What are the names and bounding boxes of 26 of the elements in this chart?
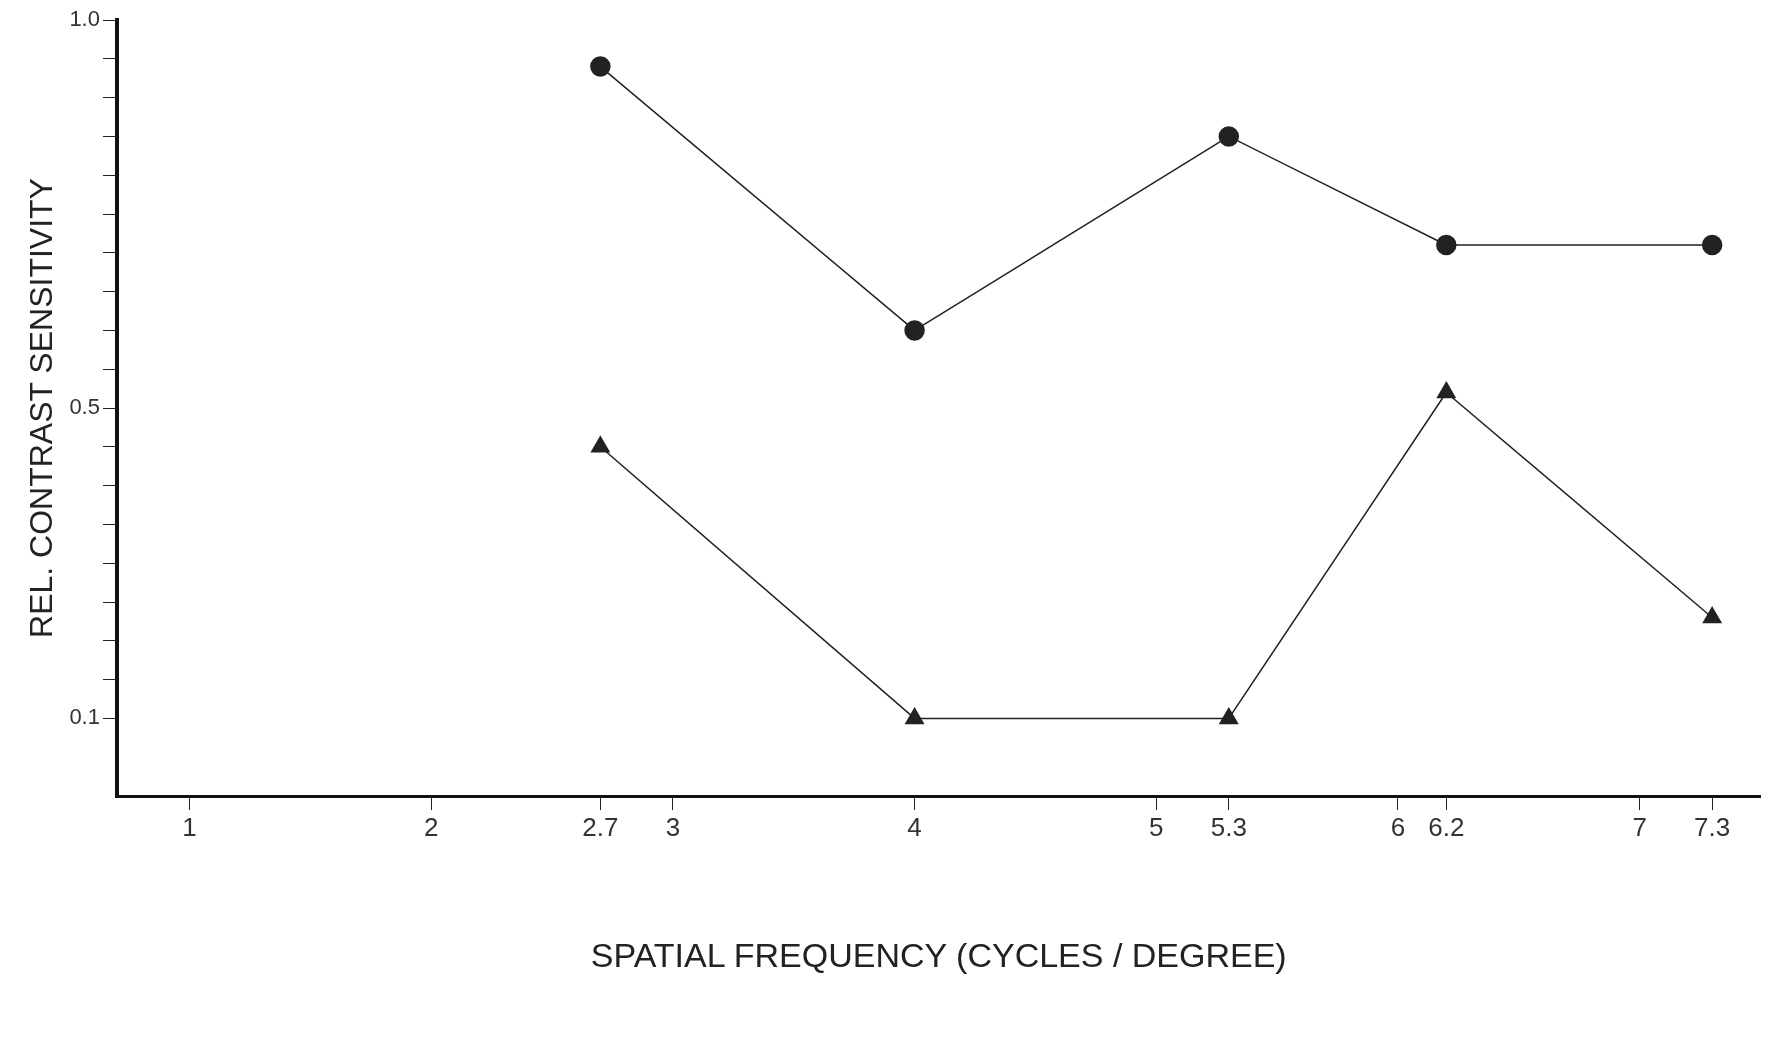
y-tick-label: 0.1 bbox=[69, 704, 100, 730]
point bbox=[1701, 234, 1723, 256]
point bbox=[1436, 234, 1457, 256]
x-axis-title: SPATIAL FREQUENCY (CYCLES / DEGREE) bbox=[590, 935, 1287, 974]
x-tick-label: 7.3 bbox=[1694, 811, 1731, 842]
y-tick-label: 0.5 bbox=[69, 394, 100, 420]
x-tick-label: 6 bbox=[1390, 811, 1406, 842]
x-tick-label: 3 bbox=[665, 811, 681, 842]
x-tick-label: 6.2 bbox=[1428, 811, 1465, 842]
point bbox=[1219, 708, 1238, 725]
point bbox=[1703, 607, 1722, 624]
x-tick-label: 7 bbox=[1632, 811, 1647, 842]
point bbox=[905, 708, 924, 725]
x-tick-label: 2.7 bbox=[582, 811, 619, 842]
x-tick-label: 4 bbox=[907, 811, 922, 842]
point bbox=[591, 436, 610, 453]
x-tick-label: 5.3 bbox=[1210, 811, 1247, 842]
point bbox=[1218, 126, 1240, 147]
y-tick-label: 1.0 bbox=[69, 6, 100, 32]
x-tick-label: 2 bbox=[423, 811, 439, 842]
x-tick-label: 1 bbox=[182, 811, 197, 842]
x-tick-label: 5 bbox=[1149, 811, 1164, 842]
point bbox=[590, 56, 611, 77]
y-axis-title: REL. CONTRAST SENSITIVITY bbox=[23, 178, 60, 638]
point bbox=[904, 320, 925, 341]
point bbox=[1437, 382, 1456, 399]
